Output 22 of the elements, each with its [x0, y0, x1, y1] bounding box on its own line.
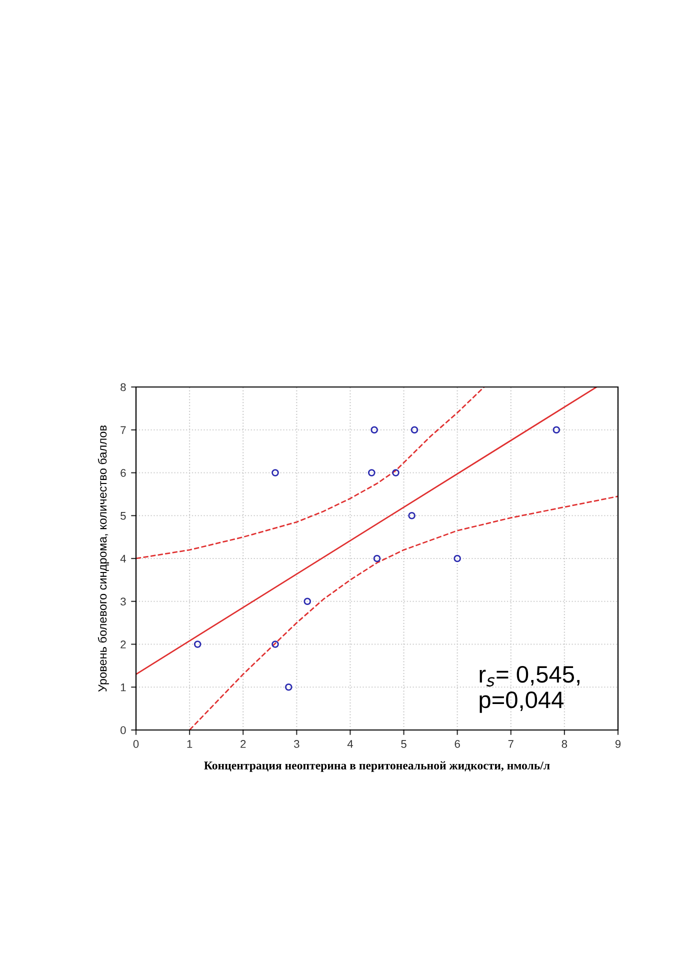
x-axis-title: Концентрация неоптерина в перитонеальной жидкости, нмоль/л	[204, 761, 550, 772]
y-tick-label: 1	[120, 684, 126, 692]
y-axis-title: Уровень болевого синдрома, количество баллов	[98, 425, 109, 692]
x-tick-label: 8	[562, 740, 568, 748]
x-tick-label: 1	[187, 740, 192, 748]
x-tick-label: 4	[347, 740, 353, 748]
x-tick-label: 9	[615, 740, 621, 748]
y-tick-label: 3	[120, 598, 126, 606]
x-tick-label: 2	[240, 740, 246, 748]
x-tick-label: 7	[508, 740, 514, 748]
y-tick-label: 0	[120, 726, 126, 734]
y-tick-label: 7	[120, 426, 126, 434]
y-tick-label: 5	[120, 512, 126, 520]
y-tick-label: 4	[120, 554, 126, 563]
y-tick-label: 6	[120, 469, 126, 477]
x-tick-label: 5	[401, 740, 406, 748]
x-tick-label: 3	[294, 740, 300, 748]
annotation: r$_{s}$= 0,545, p=0,044	[480, 666, 580, 713]
x-tick-label: 0	[133, 740, 139, 748]
x-tick-label: 6	[454, 740, 460, 748]
y-tick-label: 8	[120, 383, 126, 392]
y-tick-label: 2	[120, 640, 126, 648]
